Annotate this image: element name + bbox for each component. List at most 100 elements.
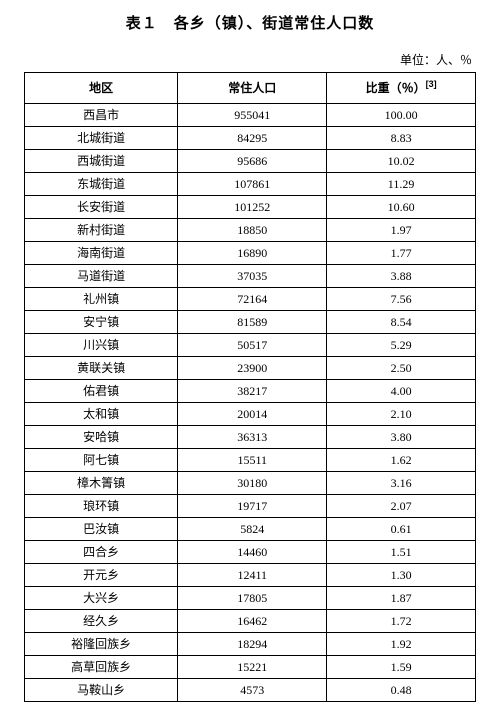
cell-population: 50517 — [178, 334, 327, 357]
table-row: 长安街道10125210.60 — [25, 196, 476, 219]
cell-region: 新村街道 — [25, 219, 178, 242]
cell-region: 黄联关镇 — [25, 357, 178, 380]
table-row: 海南街道168901.77 — [25, 242, 476, 265]
unit-label: 单位：人、％ — [24, 51, 476, 68]
cell-region: 马道街道 — [25, 265, 178, 288]
cell-population: 14460 — [178, 541, 327, 564]
cell-population: 4573 — [178, 679, 327, 702]
cell-percent: 1.72 — [327, 610, 476, 633]
table-row: 阿七镇155111.62 — [25, 449, 476, 472]
table-row: 新村街道188501.97 — [25, 219, 476, 242]
cell-percent: 8.54 — [327, 311, 476, 334]
cell-population: 23900 — [178, 357, 327, 380]
population-table: 地区 常住人口 比重（％）[3] 西昌市955041100.00北城街道8429… — [24, 72, 476, 702]
col-header-population: 常住人口 — [178, 73, 327, 104]
table-row: 马鞍山乡45730.48 — [25, 679, 476, 702]
cell-percent: 1.62 — [327, 449, 476, 472]
table-row: 开元乡124111.30 — [25, 564, 476, 587]
cell-region: 安哈镇 — [25, 426, 178, 449]
col-header-region: 地区 — [25, 73, 178, 104]
cell-percent: 0.48 — [327, 679, 476, 702]
cell-percent: 1.59 — [327, 656, 476, 679]
table-row: 礼州镇721647.56 — [25, 288, 476, 311]
table-row: 裕隆回族乡182941.92 — [25, 633, 476, 656]
cell-population: 12411 — [178, 564, 327, 587]
cell-percent: 1.30 — [327, 564, 476, 587]
table-row: 安哈镇363133.80 — [25, 426, 476, 449]
cell-population: 15221 — [178, 656, 327, 679]
cell-region: 西昌市 — [25, 104, 178, 127]
cell-population: 81589 — [178, 311, 327, 334]
footnote-marker: [3] — [426, 79, 437, 89]
cell-percent: 5.29 — [327, 334, 476, 357]
cell-percent: 1.92 — [327, 633, 476, 656]
cell-region: 琅环镇 — [25, 495, 178, 518]
cell-region: 佑君镇 — [25, 380, 178, 403]
table-row: 经久乡164621.72 — [25, 610, 476, 633]
cell-percent: 0.61 — [327, 518, 476, 541]
cell-region: 川兴镇 — [25, 334, 178, 357]
cell-percent: 3.80 — [327, 426, 476, 449]
cell-region: 开元乡 — [25, 564, 178, 587]
col-header-percent: 比重（％）[3] — [327, 73, 476, 104]
cell-region: 西城街道 — [25, 150, 178, 173]
cell-percent: 1.87 — [327, 587, 476, 610]
table-row: 巴汝镇58240.61 — [25, 518, 476, 541]
table-row: 马道街道370353.88 — [25, 265, 476, 288]
table-row: 西城街道9568610.02 — [25, 150, 476, 173]
cell-population: 101252 — [178, 196, 327, 219]
page: 表１ 各乡（镇）、街道常住人口数 单位：人、％ 地区 常住人口 比重（％）[3]… — [0, 0, 500, 712]
table-row: 高草回族乡152211.59 — [25, 656, 476, 679]
cell-region: 礼州镇 — [25, 288, 178, 311]
cell-region: 长安街道 — [25, 196, 178, 219]
cell-population: 38217 — [178, 380, 327, 403]
cell-region: 高草回族乡 — [25, 656, 178, 679]
cell-population: 107861 — [178, 173, 327, 196]
cell-population: 19717 — [178, 495, 327, 518]
table-row: 西昌市955041100.00 — [25, 104, 476, 127]
cell-population: 16462 — [178, 610, 327, 633]
cell-region: 北城街道 — [25, 127, 178, 150]
table-row: 樟木箐镇301803.16 — [25, 472, 476, 495]
table-row: 琅环镇197172.07 — [25, 495, 476, 518]
table-row: 东城街道10786111.29 — [25, 173, 476, 196]
table-title: 表１ 各乡（镇）、街道常住人口数 — [24, 12, 476, 33]
cell-region: 海南街道 — [25, 242, 178, 265]
cell-percent: 2.50 — [327, 357, 476, 380]
cell-population: 5824 — [178, 518, 327, 541]
cell-percent: 1.51 — [327, 541, 476, 564]
cell-percent: 7.56 — [327, 288, 476, 311]
table-row: 黄联关镇239002.50 — [25, 357, 476, 380]
cell-population: 36313 — [178, 426, 327, 449]
cell-population: 84295 — [178, 127, 327, 150]
cell-region: 马鞍山乡 — [25, 679, 178, 702]
cell-percent: 10.60 — [327, 196, 476, 219]
cell-region: 东城街道 — [25, 173, 178, 196]
cell-region: 安宁镇 — [25, 311, 178, 334]
table-row: 北城街道842958.83 — [25, 127, 476, 150]
cell-population: 15511 — [178, 449, 327, 472]
cell-region: 阿七镇 — [25, 449, 178, 472]
cell-percent: 1.77 — [327, 242, 476, 265]
cell-percent: 2.07 — [327, 495, 476, 518]
cell-population: 18294 — [178, 633, 327, 656]
table-row: 佑君镇382174.00 — [25, 380, 476, 403]
cell-population: 17805 — [178, 587, 327, 610]
cell-percent: 100.00 — [327, 104, 476, 127]
cell-population: 955041 — [178, 104, 327, 127]
table-row: 大兴乡178051.87 — [25, 587, 476, 610]
cell-population: 18850 — [178, 219, 327, 242]
cell-percent: 10.02 — [327, 150, 476, 173]
cell-population: 72164 — [178, 288, 327, 311]
cell-percent: 3.16 — [327, 472, 476, 495]
cell-region: 巴汝镇 — [25, 518, 178, 541]
header-row: 地区 常住人口 比重（％）[3] — [25, 73, 476, 104]
cell-population: 95686 — [178, 150, 327, 173]
cell-region: 太和镇 — [25, 403, 178, 426]
col-header-percent-text: 比重（％） — [366, 81, 426, 95]
cell-region: 大兴乡 — [25, 587, 178, 610]
table-row: 川兴镇505175.29 — [25, 334, 476, 357]
cell-region: 樟木箐镇 — [25, 472, 178, 495]
cell-percent: 2.10 — [327, 403, 476, 426]
cell-percent: 11.29 — [327, 173, 476, 196]
